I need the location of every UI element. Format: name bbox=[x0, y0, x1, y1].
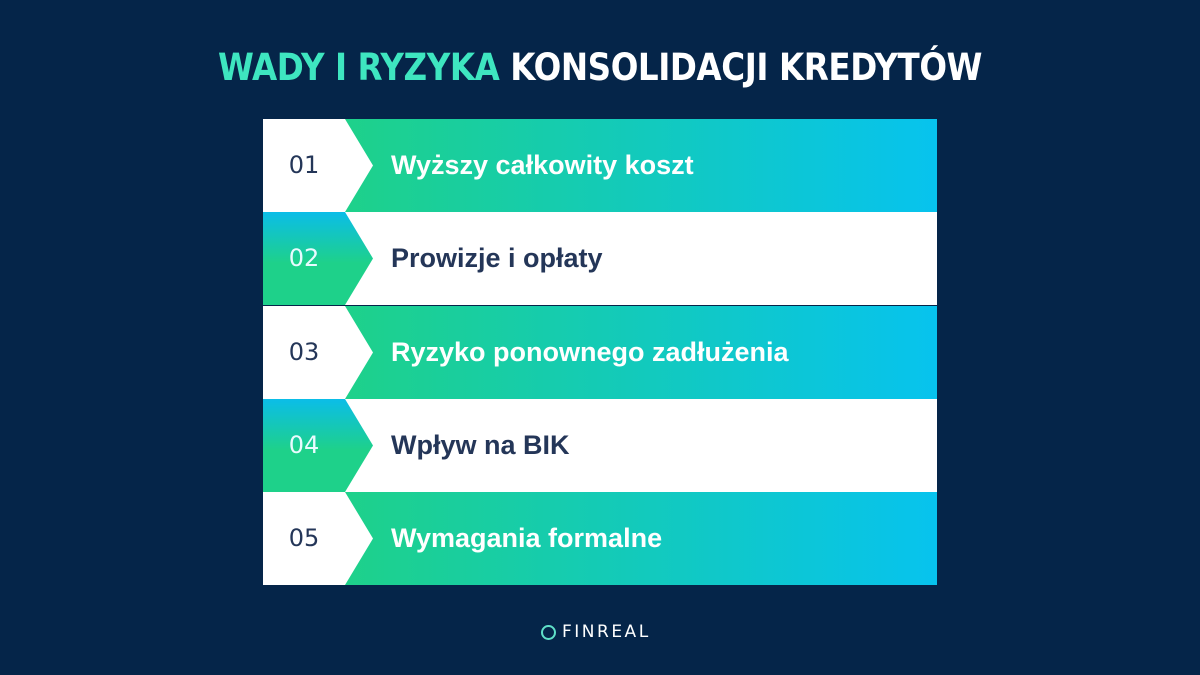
list-item: 04 Wpływ na BIK bbox=[263, 399, 937, 492]
item-number: 05 bbox=[288, 524, 320, 552]
title-accent: WADY I RYZYKA bbox=[217, 46, 500, 89]
item-number: 03 bbox=[288, 338, 320, 366]
item-number: 01 bbox=[288, 151, 320, 179]
row-background bbox=[263, 119, 937, 212]
item-label: Wyższy całkowity koszt bbox=[391, 150, 694, 180]
row-background bbox=[263, 492, 937, 585]
item-label: Prowizje i opłaty bbox=[391, 243, 603, 273]
list-item: 05 Wymagania formalne bbox=[263, 492, 937, 585]
item-number: 02 bbox=[288, 244, 320, 272]
list-item: 03 Ryzyko ponownego zadłużenia bbox=[263, 306, 937, 399]
list-item: 02 Prowizje i opłaty bbox=[263, 212, 937, 305]
finreal-logo: FINREAL bbox=[541, 620, 651, 644]
item-number: 04 bbox=[288, 431, 320, 459]
risk-list: 01 Wyższy całkowity koszt 02 Prowizje i … bbox=[263, 119, 937, 585]
page-title: WADY I RYZYKA KONSOLIDACJI KREDYTÓW bbox=[72, 46, 1128, 89]
item-label: Wpływ na BIK bbox=[391, 430, 570, 460]
ring-icon bbox=[541, 624, 556, 640]
item-label: Ryzyko ponownego zadłużenia bbox=[391, 337, 789, 367]
row-background bbox=[263, 212, 937, 305]
title-rest: KONSOLIDACJI KREDYTÓW bbox=[510, 46, 983, 89]
logo-text: FINREAL bbox=[562, 622, 651, 642]
list-item: 01 Wyższy całkowity koszt bbox=[263, 119, 937, 212]
row-background bbox=[263, 399, 937, 492]
item-label: Wymagania formalne bbox=[391, 523, 663, 553]
row-background bbox=[263, 306, 937, 399]
